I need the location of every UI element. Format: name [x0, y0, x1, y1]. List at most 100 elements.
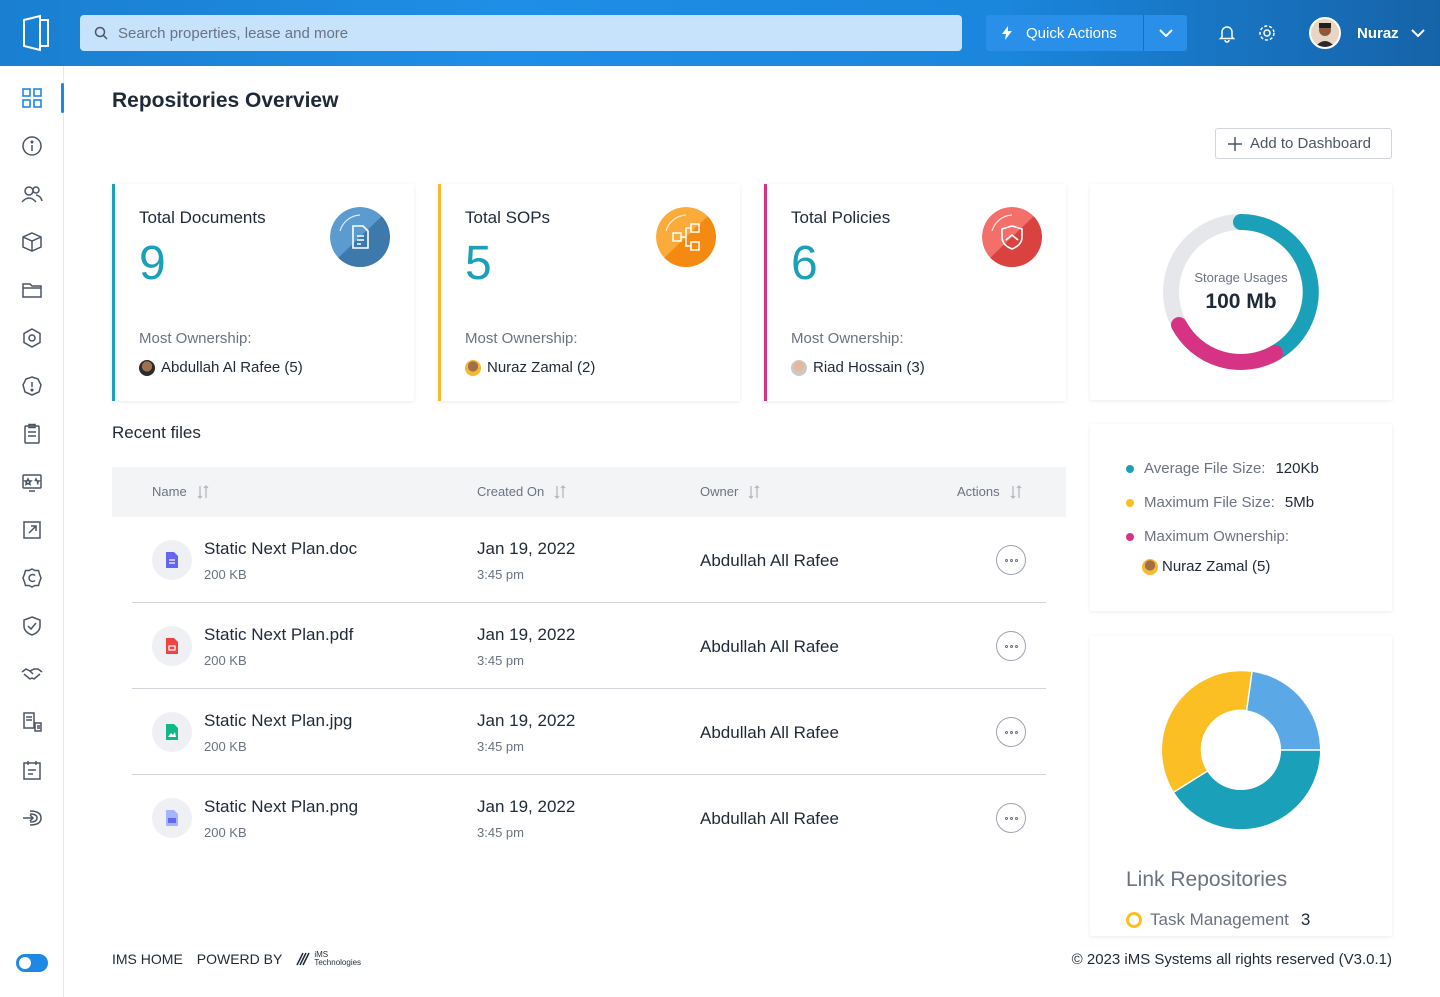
- ims-technologies-logo[interactable]: iMS Technologies: [296, 951, 361, 967]
- documents-icon: [23, 712, 42, 732]
- sidebar-item-exit[interactable]: [20, 806, 44, 830]
- created-date: Jan 19, 2022: [477, 625, 576, 644]
- column-owner[interactable]: Owner: [700, 484, 760, 499]
- sidebar-item-info[interactable]: [20, 134, 44, 158]
- add-to-dashboard-button[interactable]: Add to Dashboard: [1215, 128, 1392, 159]
- gear-icon[interactable]: [1257, 23, 1277, 43]
- link-repository-item[interactable]: Task Management 3: [1126, 910, 1310, 930]
- teal-dot-icon: [1126, 464, 1134, 473]
- package-icon: [22, 232, 42, 252]
- sort-icon: [554, 484, 566, 499]
- search-icon: [94, 26, 108, 40]
- avatar: [465, 359, 481, 376]
- search-bar[interactable]: [80, 15, 962, 51]
- stat-label: Average File Size:: [1144, 460, 1266, 477]
- flowchart-icon: [656, 207, 716, 267]
- more-actions-button[interactable]: [996, 545, 1026, 575]
- calendar-icon: [23, 761, 41, 780]
- folder-icon: [22, 283, 42, 298]
- ownership-owner: Abdullah Al Rafee (5): [139, 359, 303, 376]
- sidebar-item-users[interactable]: [20, 182, 44, 206]
- document-icon: [330, 207, 390, 267]
- theme-toggle[interactable]: [16, 954, 48, 972]
- jpg-file-icon: [152, 712, 192, 752]
- brand-line-2: Technologies: [314, 958, 362, 967]
- sidebar-item-documents[interactable]: [20, 710, 44, 734]
- sidebar-item-alerts[interactable]: [20, 374, 44, 398]
- table-row[interactable]: Static Next Plan.doc 200 KB Jan 19, 2022…: [132, 517, 1046, 603]
- created-date: Jan 19, 2022: [477, 711, 576, 730]
- yellow-dot-icon: [1126, 498, 1134, 507]
- file-size: 200 KB: [204, 739, 247, 754]
- file-name[interactable]: Static Next Plan.jpg: [204, 711, 353, 730]
- total-documents-card[interactable]: Total Documents 9 Most Ownership: Abdull…: [112, 184, 414, 401]
- sidebar-item-settings[interactable]: [20, 326, 44, 350]
- user-menu[interactable]: Nuraz: [1309, 17, 1425, 49]
- quick-actions-dropdown[interactable]: [1144, 15, 1187, 51]
- column-label: Owner: [700, 484, 739, 499]
- add-to-dashboard-label: Add to Dashboard: [1250, 135, 1371, 152]
- file-name[interactable]: Static Next Plan.doc: [204, 539, 358, 558]
- lightning-icon: [1002, 26, 1012, 40]
- column-label: Name: [152, 484, 187, 499]
- created-date: Jan 19, 2022: [477, 797, 576, 816]
- sidebar-item-ratings[interactable]: [20, 470, 44, 494]
- quick-actions: Quick Actions: [986, 15, 1187, 51]
- sidebar-active-indicator: [61, 83, 64, 113]
- created-time: 3:45 pm: [477, 653, 524, 668]
- file-size: 200 KB: [204, 567, 247, 582]
- search-input[interactable]: [118, 24, 918, 42]
- ring-icon: [1126, 912, 1142, 928]
- column-created-on[interactable]: Created On: [477, 484, 566, 499]
- page-title: Repositories Overview: [112, 89, 339, 112]
- ticket-icon: [22, 474, 42, 492]
- file-name[interactable]: Static Next Plan.png: [204, 797, 359, 816]
- sidebar-item-copyright[interactable]: [20, 566, 44, 590]
- link-repositories-donut-chart: [1162, 671, 1321, 830]
- ownership-owner: Riad Hossain (3): [791, 359, 925, 376]
- sidebar-item-external[interactable]: [20, 518, 44, 542]
- sidebar-item-folder[interactable]: [20, 278, 44, 302]
- table-row[interactable]: Static Next Plan.jpg 200 KB Jan 19, 2022…: [132, 689, 1046, 775]
- stat-value: 5Mb: [1284, 494, 1315, 511]
- column-name[interactable]: Name: [152, 484, 209, 499]
- created-time: 3:45 pm: [477, 739, 524, 754]
- file-name[interactable]: Static Next Plan.pdf: [204, 625, 354, 644]
- storage-donut-chart: [1163, 214, 1319, 370]
- app-logo-icon[interactable]: [20, 14, 54, 52]
- footer-home-link[interactable]: IMS HOME: [112, 951, 183, 967]
- more-actions-button[interactable]: [996, 717, 1026, 747]
- card-count: 5: [465, 237, 492, 290]
- sort-icon: [748, 484, 760, 499]
- sidebar-item-clipboard[interactable]: [20, 422, 44, 446]
- card-title: Total SOPs: [465, 208, 551, 227]
- avatar: [1309, 17, 1341, 49]
- ownership-label: Most Ownership:: [791, 330, 904, 347]
- sidebar-item-security[interactable]: [20, 614, 44, 638]
- bell-icon[interactable]: [1217, 23, 1237, 43]
- card-count: 9: [139, 237, 166, 290]
- avatar: [139, 359, 155, 376]
- owner-name: Nuraz Zamal (2): [487, 359, 596, 376]
- chevron-down-icon: [1158, 29, 1173, 37]
- quick-actions-button[interactable]: Quick Actions: [986, 15, 1144, 51]
- sidebar-item-partners[interactable]: [20, 662, 44, 686]
- table-row[interactable]: Static Next Plan.png 200 KB Jan 19, 2022…: [132, 775, 1046, 861]
- alert-icon: [22, 376, 42, 396]
- footer-copyright: © 2023 iMS Systems all rights reserved (…: [1071, 951, 1392, 968]
- more-actions-button[interactable]: [996, 631, 1026, 661]
- storage-label: Storage Usages: [1194, 270, 1288, 285]
- column-actions[interactable]: Actions: [957, 484, 1022, 499]
- hexagon-settings-icon: [23, 328, 41, 348]
- clipboard-icon: [24, 423, 40, 444]
- top-bar: Quick Actions Nuraz: [0, 0, 1440, 66]
- maximum-file-size: Maximum File Size: 5Mb: [1126, 494, 1314, 511]
- sidebar-item-dashboard[interactable]: [20, 86, 44, 110]
- table-row[interactable]: Static Next Plan.pdf 200 KB Jan 19, 2022…: [132, 603, 1046, 689]
- sidebar-item-calendar[interactable]: [20, 758, 44, 782]
- total-policies-card[interactable]: Total Policies 6 Most Ownership: Riad Ho…: [764, 184, 1066, 401]
- username: Nuraz: [1357, 24, 1399, 42]
- more-actions-button[interactable]: [996, 803, 1026, 833]
- total-sops-card[interactable]: Total SOPs 5 Most Ownership: Nuraz Zamal…: [438, 184, 740, 401]
- sidebar-item-package[interactable]: [20, 230, 44, 254]
